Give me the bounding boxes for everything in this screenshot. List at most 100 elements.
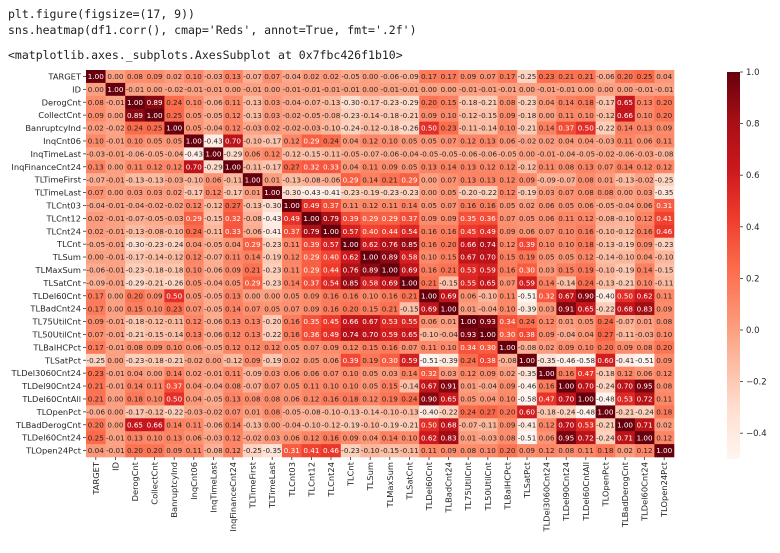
cell-value-label: 0.04	[362, 433, 378, 442]
cell-value-label: -0.19	[518, 188, 537, 197]
heatmap-cell	[517, 211, 538, 226]
heatmap-cell	[458, 250, 479, 264]
heatmap-cell	[536, 315, 557, 329]
cell-value-label: -0.51	[518, 291, 537, 300]
cell-value-label: 0.12	[264, 343, 280, 352]
cell-value-label: 1.00	[107, 85, 123, 94]
cell-value-label: -0.08	[204, 446, 223, 455]
cell-value-label: -0.30	[341, 98, 360, 107]
cell-value-label: 0.07	[441, 201, 457, 210]
cell-value-label: 0.30	[519, 266, 535, 275]
cell-value-label: 0.09	[519, 446, 535, 455]
cell-value-label: -0.07	[557, 175, 576, 184]
column-label: TLBadCnt24	[444, 462, 454, 514]
heatmap-cell	[105, 121, 126, 135]
heatmap-cell	[321, 121, 342, 135]
cell-value-label: 0.49	[303, 201, 319, 210]
cell-value-label: 0.20	[343, 304, 359, 313]
cell-value-label: 0.10	[147, 395, 163, 404]
cell-value-label: 0.12	[343, 343, 359, 352]
heatmap-cell	[125, 147, 146, 161]
heatmap-cell	[556, 108, 577, 122]
heatmap-cell	[380, 147, 400, 161]
cell-value-label: 1.00	[225, 162, 241, 171]
cell-value-label: -0.19	[616, 266, 635, 275]
heatmap-cell	[164, 199, 185, 213]
heatmap-cell	[634, 211, 655, 226]
cell-value-label: -0.02	[518, 137, 537, 146]
cell-value-label: 0.14	[284, 278, 300, 287]
cell-value-label: -0.01	[106, 240, 125, 249]
cell-value-label: 0.54	[401, 227, 417, 236]
cell-value-label: 0.68	[617, 304, 633, 313]
cell-value-label: -0.05	[86, 240, 105, 249]
heatmap-cell	[203, 250, 224, 264]
heatmap-cell	[164, 121, 185, 135]
cell-value-label: 1.00	[88, 72, 104, 81]
cell-value-label: 1.00	[166, 124, 182, 133]
cell-value-label: 0.09	[147, 72, 163, 81]
cell-value-label: 0.16	[539, 382, 555, 391]
heatmap-cell	[497, 224, 518, 238]
cell-value-label: 0.11	[284, 266, 300, 275]
column-label: TLMaxSum	[385, 462, 395, 508]
cell-value-label: 0.85	[343, 278, 359, 287]
heatmap-cell	[517, 160, 538, 174]
cell-value-label: 0.01	[460, 304, 476, 313]
column-label: TLBadDerogCnt	[620, 461, 630, 528]
cell-value-label: 0.12	[264, 149, 280, 158]
row-label: InqTimeLast	[30, 149, 81, 159]
cell-value-label: 0.21	[441, 266, 457, 275]
cell-value-label: -0.03	[635, 330, 654, 339]
cell-value-label: 0.32	[539, 291, 555, 300]
cell-value-label: 0.08	[558, 162, 574, 171]
heatmap-cell	[380, 82, 400, 97]
cell-value-label: 0.20	[656, 98, 672, 107]
cell-value-label: -0.14	[400, 382, 419, 391]
cell-value-label: 0.06	[421, 317, 437, 326]
cell-value-label: 0.03	[539, 266, 555, 275]
cell-value-label: 0.01	[558, 317, 574, 326]
column-label: DerogCnt	[130, 461, 140, 501]
heatmap-cell	[517, 108, 538, 122]
cell-value-label: 0.68	[441, 420, 457, 429]
heatmap-cell	[262, 186, 283, 200]
heatmap-cell	[360, 250, 381, 264]
code-cell[interactable]: plt.figure(figsize=(17, 9)) sns.heatmap(…	[8, 6, 417, 38]
cell-value-label: 0.70	[480, 253, 496, 262]
heatmap-cell	[86, 263, 106, 277]
cell-value-label: 0.72	[578, 433, 594, 442]
cell-value-label: -0.29	[204, 162, 223, 171]
heatmap-cell	[399, 147, 420, 161]
cell-value-label: -0.08	[145, 227, 164, 236]
cell-value-label: 0.69	[401, 266, 417, 275]
heatmap-cell	[360, 186, 381, 200]
cell-value-label: -0.01	[106, 278, 125, 287]
cell-value-label: 1.00	[343, 240, 359, 249]
heatmap-cell	[536, 199, 557, 213]
cell-value-label: 0.07	[539, 227, 555, 236]
heatmap-cell	[125, 199, 146, 213]
cell-value-label: 0.00	[421, 85, 437, 94]
cell-value-label: 0.93	[480, 317, 496, 326]
cell-value-label: -0.10	[322, 407, 341, 416]
cell-value-label: 0.15	[441, 253, 457, 262]
cell-value-label: -0.04	[478, 382, 497, 391]
heatmap-cell	[576, 224, 596, 238]
heatmap-cell	[301, 82, 322, 97]
cell-value-label: 0.05	[401, 137, 417, 146]
cell-value-label: 0.71	[617, 433, 633, 442]
heatmap-cell	[144, 211, 165, 226]
cell-value-label: 0.24	[127, 124, 143, 133]
cell-value-label: 0.03	[539, 304, 555, 313]
cell-value-label: 0.02	[499, 369, 515, 378]
cell-value-label: 0.13	[225, 72, 241, 81]
heatmap-cell	[86, 328, 106, 342]
cell-value-label: 1.00	[323, 227, 339, 236]
cell-value-label: -0.12	[459, 111, 478, 120]
heatmap-cell	[576, 237, 596, 251]
heatmap-cell	[262, 95, 283, 109]
cell-value-label: 0.12	[225, 124, 241, 133]
heatmap-cell	[282, 211, 302, 226]
heatmap-cell	[164, 328, 185, 342]
